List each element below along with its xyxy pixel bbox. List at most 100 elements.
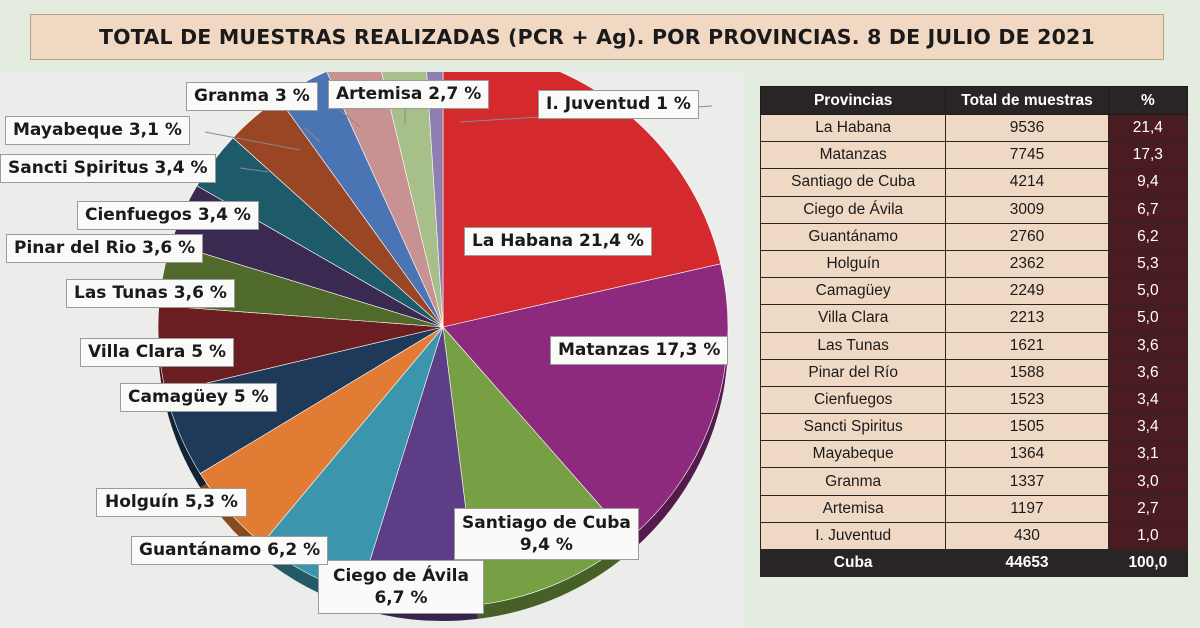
header-provincias: Provincias: [759, 86, 947, 115]
cell-total: 1197: [945, 494, 1109, 523]
table-row: Pinar del Río 1588 3,6: [759, 358, 1189, 387]
cell-percent: 1,0: [1107, 521, 1189, 551]
table-row: Villa Clara 2213 5,0: [759, 304, 1189, 333]
slice-label-granma: Granma 3 %: [186, 82, 318, 111]
cell-total: 1588: [945, 358, 1109, 387]
cell-percent: 5,0: [1107, 304, 1189, 333]
cell-province: Las Tunas: [759, 331, 947, 360]
cell-total: 1621: [945, 331, 1109, 360]
pie-slice-granma: [326, 72, 444, 328]
slice-label-la-habana: La Habana 21,4 %: [464, 227, 652, 256]
cell-province: La Habana: [759, 113, 947, 143]
slice-label-ciego-de-avila: Ciego de Ávila 6,7 %: [318, 560, 484, 614]
slice-label-artemisa: Artemisa 2,7 %: [328, 80, 490, 109]
pie-slice-i-juventud: [426, 72, 444, 328]
table-row: Holguín 2362 5,3: [759, 249, 1189, 279]
cell-percent: 100,0: [1107, 548, 1189, 578]
cell-total: 44653: [945, 548, 1109, 578]
table-row: Camagüey 2249 5,0: [759, 277, 1189, 306]
cell-total: 1505: [945, 413, 1109, 442]
table-row: Santiago de Cuba 4214 9,4: [759, 168, 1189, 197]
leader-line: [239, 167, 269, 173]
table-row: Guantánamo 2760 6,2: [759, 222, 1189, 251]
table-total-row: Cuba 44653 100,0: [759, 548, 1189, 578]
cell-percent: 3,4: [1107, 385, 1189, 415]
cell-total: 1523: [945, 385, 1109, 415]
table-row: Artemisa 1197 2,7: [759, 494, 1189, 523]
slice-label-mayabeque: Mayabeque 3,1 %: [5, 116, 190, 145]
slice-label-value: 9,4 %: [519, 535, 573, 555]
slice-label-i-juventud: I. Juventud 1 %: [538, 90, 699, 119]
cell-province: Sancti Spiritus: [759, 413, 947, 442]
cell-province: Cuba: [759, 548, 947, 578]
cell-total: 1364: [945, 440, 1109, 469]
slice-label-holguin: Holguín 5,3 %: [96, 488, 247, 517]
cell-percent: 9,4: [1107, 168, 1189, 197]
pie-slice-artemisa: [381, 72, 444, 328]
cell-total: 2760: [945, 222, 1109, 251]
cell-total: 1337: [945, 467, 1109, 496]
cell-total: 2362: [945, 249, 1109, 279]
table-body: La Habana 9536 21,4 Matanzas 7745 17,3 Santiag…: [759, 113, 1189, 578]
cell-percent: 3,6: [1107, 331, 1189, 360]
slice-label-cienfuegos: Cienfuegos 3,4 %: [77, 201, 259, 230]
leader-line: [304, 127, 321, 143]
table-row: La Habana 9536 21,4: [759, 113, 1189, 143]
cell-province: Santiago de Cuba: [759, 168, 947, 197]
header-percent: %: [1107, 86, 1189, 115]
header-total: Total de muestras: [945, 86, 1109, 115]
cell-percent: 21,4: [1107, 113, 1189, 143]
cell-total: 3009: [945, 195, 1109, 224]
cell-percent: 6,7: [1107, 195, 1189, 224]
cell-province: Artemisa: [759, 494, 947, 523]
cell-total: 7745: [945, 141, 1109, 170]
table-header-row: Provincias Total de muestras %: [759, 86, 1189, 115]
pie-chart-area: La Habana 21,4 % Matanzas 17,3 % Santiag…: [0, 72, 745, 628]
table-row: Sancti Spiritus 1505 3,4: [759, 413, 1189, 442]
cell-percent: 3,4: [1107, 413, 1189, 442]
table-row: Ciego de Ávila 3009 6,7: [759, 195, 1189, 224]
cell-percent: 5,3: [1107, 249, 1189, 279]
samples-table: Provincias Total de muestras % La Habana…: [759, 86, 1189, 578]
cell-province: Villa Clara: [759, 304, 947, 333]
table-row: Granma 1337 3,0: [759, 467, 1189, 496]
slice-label-value: 6,7 %: [374, 588, 428, 608]
slice-label-villa-clara: Villa Clara 5 %: [80, 338, 235, 367]
cell-province: Granma: [759, 467, 947, 496]
cell-province: Ciego de Ávila: [759, 195, 947, 224]
cell-province: Pinar del Río: [759, 358, 947, 387]
cell-percent: 3,1: [1107, 440, 1189, 469]
slice-label-camaguey: Camagüey 5 %: [120, 383, 277, 412]
table-row: Las Tunas 1621 3,6: [759, 331, 1189, 360]
table-row: Matanzas 7745 17,3: [759, 141, 1189, 170]
table-row: Mayabeque 1364 3,1: [759, 440, 1189, 469]
slice-label-matanzas: Matanzas 17,3 %: [550, 336, 729, 365]
cell-province: Mayabeque: [759, 440, 947, 469]
cell-percent: 2,7: [1107, 494, 1189, 523]
cell-total: 4214: [945, 168, 1109, 197]
leader-line: [339, 109, 361, 128]
cell-total: 430: [945, 521, 1109, 551]
cell-province: Holguín: [759, 249, 947, 279]
cell-percent: 5,0: [1107, 277, 1189, 306]
table-row: Cienfuegos 1523 3,4: [759, 385, 1189, 415]
leader-line: [204, 131, 301, 151]
slice-label-name: Ciego de Ávila: [333, 566, 469, 586]
cell-percent: 6,2: [1107, 222, 1189, 251]
cell-province: Camagüey: [759, 277, 947, 306]
slice-label-las-tunas: Las Tunas 3,6 %: [66, 279, 235, 308]
pie-slice-matanzas: [442, 263, 729, 540]
chart-title: TOTAL DE MUESTRAS REALIZADAS (PCR + Ag).…: [30, 14, 1164, 60]
cell-percent: 3,0: [1107, 467, 1189, 496]
cell-total: 9536: [945, 113, 1109, 143]
cell-percent: 3,6: [1107, 358, 1189, 387]
cell-province: I. Juventud: [759, 521, 947, 551]
cell-total: 2213: [945, 304, 1109, 333]
slice-label-pinar-del-rio: Pinar del Rio 3,6 %: [6, 234, 204, 263]
cell-province: Guantánamo: [759, 222, 947, 251]
slice-label-santiago-de-cuba: Santiago de Cuba 9,4 %: [454, 508, 639, 560]
cell-percent: 17,3: [1107, 141, 1189, 170]
slice-label-name: Santiago de Cuba: [462, 513, 631, 533]
cell-province: Cienfuegos: [759, 385, 947, 415]
slice-label-guantanamo: Guantánamo 6,2 %: [131, 536, 329, 565]
